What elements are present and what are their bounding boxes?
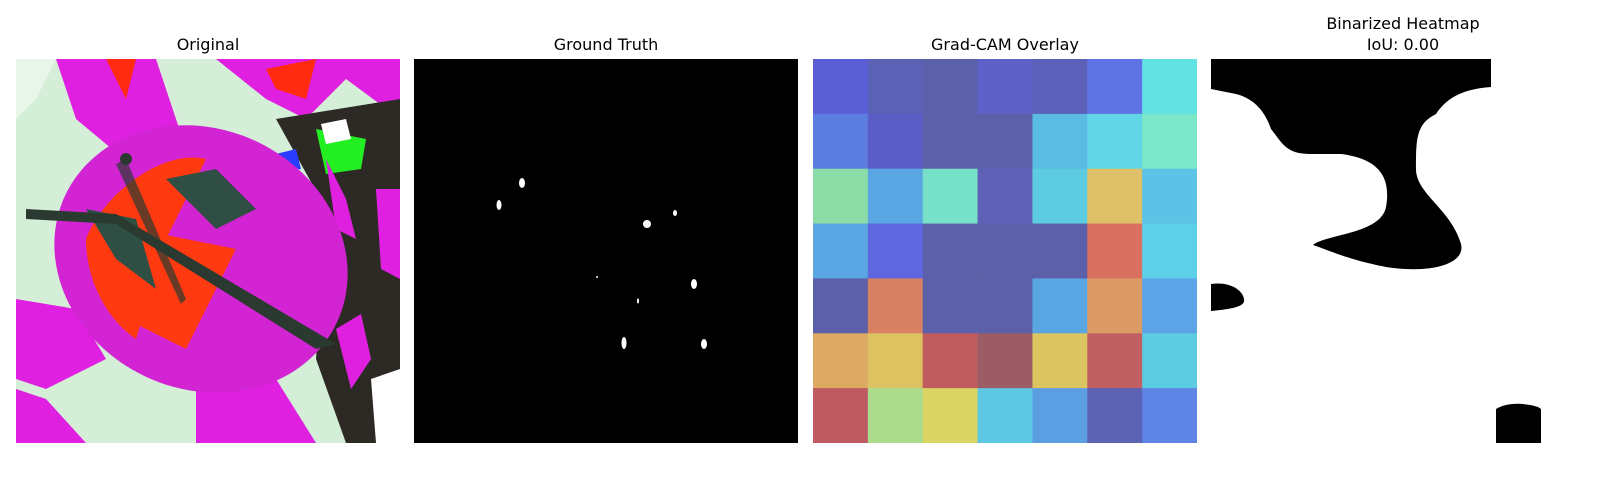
heatmap-cell-6-5	[1087, 388, 1143, 443]
heatmap-cell-3-3	[977, 223, 1033, 279]
heatmap-cell-6-6	[1142, 388, 1197, 443]
heatmap-cell-0-2	[922, 59, 979, 115]
heatmap-cell-4-4	[1032, 278, 1088, 334]
heatmap-cell-1-6	[1142, 113, 1197, 170]
heatmap-cell-0-1	[867, 59, 924, 115]
heatmap-cell-0-3	[977, 59, 1033, 115]
iou-score: IoU: 0.00	[1366, 35, 1440, 54]
binarized-heatmap	[1211, 59, 1541, 443]
heatmap-cell-5-0	[813, 333, 869, 389]
heatmap-cell-0-0	[813, 59, 869, 115]
heatmap-cell-2-1	[867, 168, 924, 225]
heatmap-cell-1-0	[813, 113, 869, 170]
heatmap-cell-3-0	[813, 223, 869, 279]
heatmap-cell-5-2	[922, 333, 979, 389]
heatmap-cell-4-0	[813, 278, 869, 334]
heatmap-cell-1-3	[977, 113, 1033, 170]
heatmap-cell-5-4	[1032, 333, 1088, 389]
heatmap-cell-1-1	[867, 113, 924, 170]
heatmap-cell-5-6	[1142, 333, 1197, 389]
heatmap-cell-3-6	[1142, 223, 1197, 279]
heatmap-cell-2-4	[1032, 168, 1088, 225]
heatmap-cell-3-4	[1032, 223, 1088, 279]
panel-title-original: Original	[176, 35, 240, 54]
heatmap-cell-2-3	[977, 168, 1033, 225]
heatmap-cell-0-5	[1087, 59, 1143, 115]
heatmap-cell-5-3	[977, 333, 1033, 389]
heatmap-cell-6-0	[813, 388, 869, 443]
heatmap-cell-6-1	[867, 388, 924, 443]
heatmap-cell-2-2	[922, 168, 979, 225]
binarized-title-line1: Binarized Heatmap	[1326, 14, 1480, 33]
heatmap-cell-1-4	[1032, 113, 1088, 170]
heatmap-cell-1-5	[1087, 113, 1143, 170]
gradcam-overlay	[813, 59, 1197, 443]
heatmap-cell-4-1	[867, 278, 924, 334]
panel-title-gradcam: Grad-CAM Overlay	[931, 35, 1079, 54]
heatmap-cell-3-1	[867, 223, 924, 279]
heatmap-cell-3-5	[1087, 223, 1143, 279]
heatmap-cell-2-5	[1087, 168, 1143, 225]
heatmap-cell-0-6	[1142, 59, 1197, 115]
heatmap-cell-5-1	[867, 333, 924, 389]
heatmap-cell-4-5	[1087, 278, 1143, 334]
heatmap-cell-5-5	[1087, 333, 1143, 389]
original-image	[16, 59, 400, 443]
heatmap-cell-2-6	[1142, 168, 1197, 225]
heatmap-cell-2-0	[813, 168, 869, 225]
heatmap-cell-6-3	[977, 388, 1033, 443]
ground-truth-mask	[414, 59, 798, 443]
heatmap-cell-4-3	[977, 278, 1033, 334]
heatmap-cell-3-2	[922, 223, 979, 279]
heatmap-cell-1-2	[922, 113, 979, 170]
heatmap-cell-4-2	[922, 278, 979, 334]
panel-title-ground-truth: Ground Truth	[553, 35, 659, 54]
heatmap-cell-6-4	[1032, 388, 1088, 443]
panel-title-binarized: Binarized Heatmap IoU: 0.00	[1211, 13, 1595, 55]
heatmap-cell-0-4	[1032, 59, 1088, 115]
heatmap-cell-4-6	[1142, 278, 1197, 334]
heatmap-cell-6-2	[922, 388, 979, 443]
